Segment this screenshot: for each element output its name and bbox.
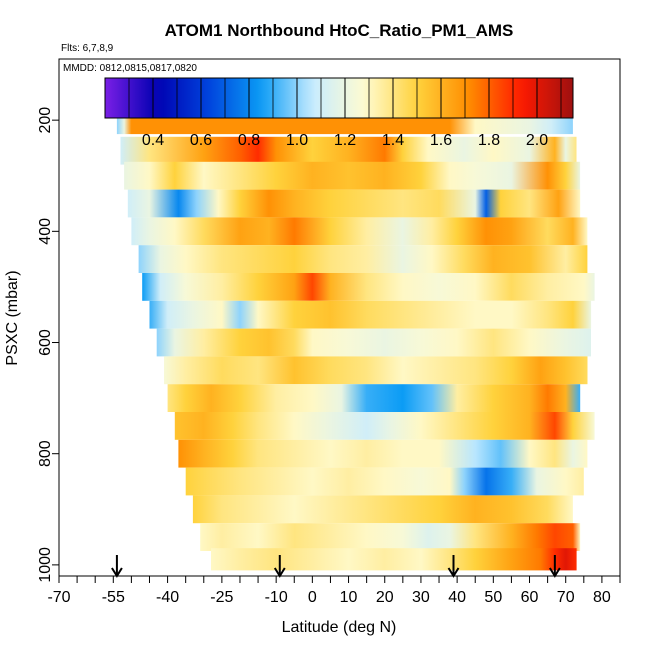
down-arrow-icon [111,555,123,578]
colorbar: 0.4 0.6 0.8 1.0 1.2 1.4 1.6 1.8 2.0 [104,77,574,149]
colorbar-tick-label: 2.0 [526,132,548,149]
colorbar-tick-label: 1.2 [334,132,356,149]
y-tick-label: 400 [37,218,54,245]
heatmap-band [131,217,588,246]
x-tick-label: 20 [376,589,394,606]
x-tick-label: 70 [557,589,575,606]
heatmap-band [120,136,577,165]
heatmap-band [124,161,581,190]
colorbar-gradient [104,77,574,119]
x-tick-label: 0 [308,589,317,606]
heatmap-bands [116,106,595,571]
colorbar-tick-label: 0.8 [238,132,260,149]
heatmap-band [156,328,591,357]
x-tick-label: 50 [484,589,502,606]
y-tick-label: 600 [37,329,54,356]
colorbar-tick-label: 0.4 [142,132,164,149]
x-tick-label: -70 [47,589,70,606]
colorbar-tick-label: 0.6 [190,132,212,149]
heatmap-band [149,300,592,329]
x-tick-label: 40 [448,589,466,606]
heatmap-band [127,189,581,218]
y-tick-label: 200 [37,107,54,134]
x-tick-label: -40 [156,589,179,606]
heatmap-band [142,273,595,301]
colorbar-tick-label: 1.0 [286,132,308,149]
colorbar-tick-label: 1.6 [430,132,452,149]
colorbar-tick-label: 1.8 [478,132,500,149]
y-tick-label: 1000 [37,547,54,583]
x-tick-label: -10 [265,589,288,606]
axes: -70 -55 -40 -25 -10 0 10 20 30 40 50 60 70 80 200 400 60… [37,107,621,606]
heatmap-band [185,467,584,496]
y-axis-label: PSXC (mbar) [4,270,21,365]
x-tick-label: -55 [102,589,125,606]
dates-label: MMDD: 0812,0815,0817,0820 [63,63,197,74]
plot-frame [58,58,621,577]
colorbar-tick-label: 1.4 [382,132,404,149]
heatmap-band [211,548,577,571]
heatmap-band [138,245,588,273]
flights-label: Flts: 6,7,8,9 [61,43,114,54]
x-tick-label: -25 [210,589,233,606]
x-tick-label: 10 [340,589,358,606]
x-tick-label: 60 [521,589,539,606]
heatmap-band [200,523,581,551]
heatmap-band [164,356,588,385]
heatmap-band [174,412,595,440]
heatmap-band [167,384,581,412]
heatmap-band [178,439,588,468]
x-tick-label: 80 [593,589,611,606]
x-axis-label: Latitude (deg N) [282,619,397,636]
y-tick-label: 800 [37,440,54,467]
heatmap-band [192,495,573,524]
x-tick-label: 30 [412,589,430,606]
chart-title: ATOM1 Northbound HtoC_Ratio_PM1_AMS [165,21,514,40]
